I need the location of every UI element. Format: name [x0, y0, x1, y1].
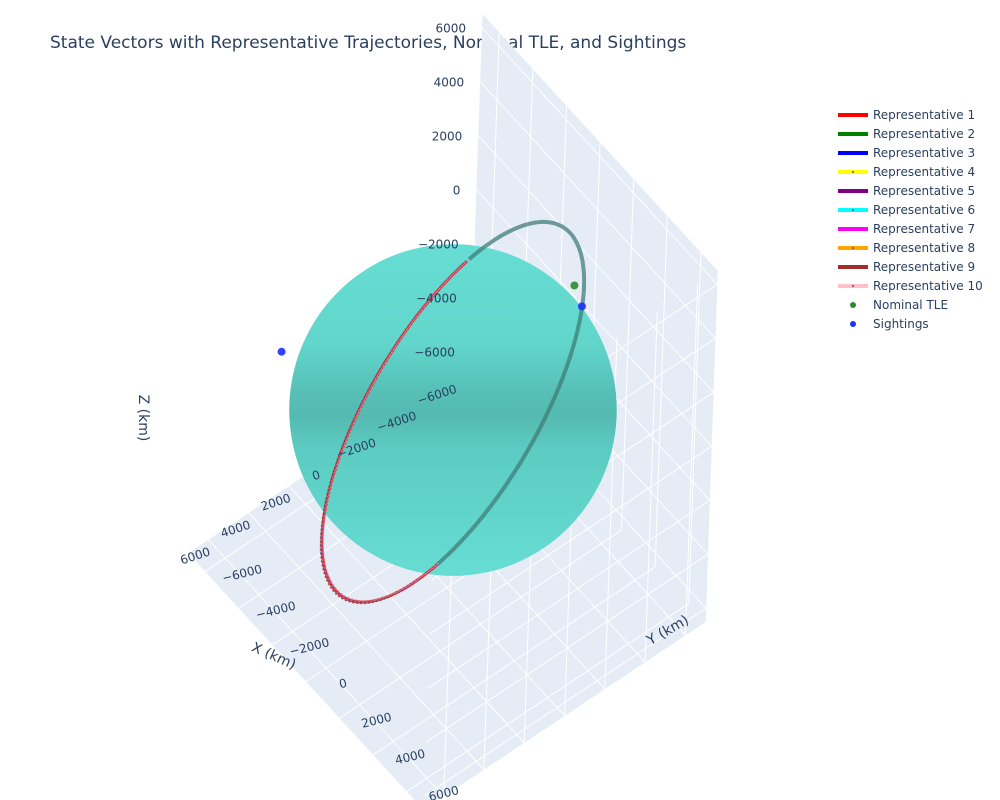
gridline-y: [621, 179, 635, 531]
legend-label: Representative 2: [873, 126, 976, 141]
sightings-marker-1: [577, 302, 586, 311]
legend-label: Representative 6: [873, 202, 976, 217]
gridline-y: [688, 252, 702, 604]
legend-swatch: [838, 264, 868, 269]
legend-swatch: [850, 320, 856, 327]
legend-label: Representative 7: [873, 221, 976, 236]
gridline-x: [288, 485, 525, 744]
earth-sphere: [289, 244, 617, 576]
legend-item[interactable]: Representative 7: [836, 219, 996, 238]
legend-swatch: [838, 207, 868, 212]
gridline-x: [208, 539, 445, 797]
legend-swatch: [850, 301, 856, 308]
legend-label: Representative 4: [873, 164, 976, 179]
legend-item[interactable]: Representative 4: [836, 162, 996, 181]
legend-label: Representative 10: [873, 278, 983, 293]
legend-item[interactable]: Representative 2: [836, 124, 996, 143]
z-tick-label: −6000: [414, 346, 455, 360]
z-tick-label: 2000: [432, 130, 463, 144]
legend-swatch: [838, 245, 868, 250]
legend-item[interactable]: Representative 9: [836, 257, 996, 276]
legend-item[interactable]: Representative 3: [836, 143, 996, 162]
legend-item[interactable]: Representative 5: [836, 181, 996, 200]
sightings-marker-2: [277, 347, 286, 356]
z-tick-label: 4000: [434, 76, 465, 90]
legend-label: Representative 3: [873, 145, 976, 160]
legend-label: Sightings: [873, 316, 929, 331]
z-tick-label: −4000: [416, 292, 457, 306]
legend-item[interactable]: Representative 10: [836, 276, 996, 295]
gridline-x: [644, 311, 658, 663]
legend-swatch: [838, 226, 868, 231]
legend-label: Representative 1: [873, 107, 976, 122]
chart-legend[interactable]: Representative 1 Representative 2 Represen…: [836, 105, 996, 333]
legend-label: Nominal TLE: [873, 297, 949, 312]
z-tick-label: 0: [453, 184, 461, 198]
trajectory-10: [322, 259, 469, 602]
x-tick-label: 0: [310, 468, 322, 484]
y-tick-label: 0: [338, 676, 349, 691]
legend-label: Representative 9: [873, 259, 976, 274]
legend-swatch: [838, 283, 868, 288]
legend-item[interactable]: Representative 8: [836, 238, 996, 257]
nominal-tle-marker-1: [570, 281, 579, 290]
legend-swatch: [838, 112, 868, 117]
legend-label: Representative 5: [873, 183, 976, 198]
z-tick-label: 6000: [435, 22, 466, 36]
gridline-x: [684, 284, 699, 636]
legend-swatch: [838, 150, 868, 155]
legend-item[interactable]: Nominal TLE: [836, 295, 996, 314]
gridline-x: [248, 512, 485, 770]
z-tick-label: −2000: [418, 238, 459, 252]
legend-swatch: [838, 169, 868, 174]
legend-label: Representative 8: [873, 240, 976, 255]
legend-item[interactable]: Sightings: [836, 314, 996, 333]
chart-title: State Vectors with Representative Trajec…: [50, 33, 687, 53]
legend-swatch: [838, 188, 868, 193]
legend-swatch: [838, 131, 868, 136]
legend-item[interactable]: Representative 6: [836, 200, 996, 219]
legend-item[interactable]: Representative 1: [836, 105, 996, 124]
gridline-y: [654, 215, 668, 567]
z-axis-title: Z (km): [135, 395, 151, 442]
orbit-far-side: [435, 219, 587, 567]
